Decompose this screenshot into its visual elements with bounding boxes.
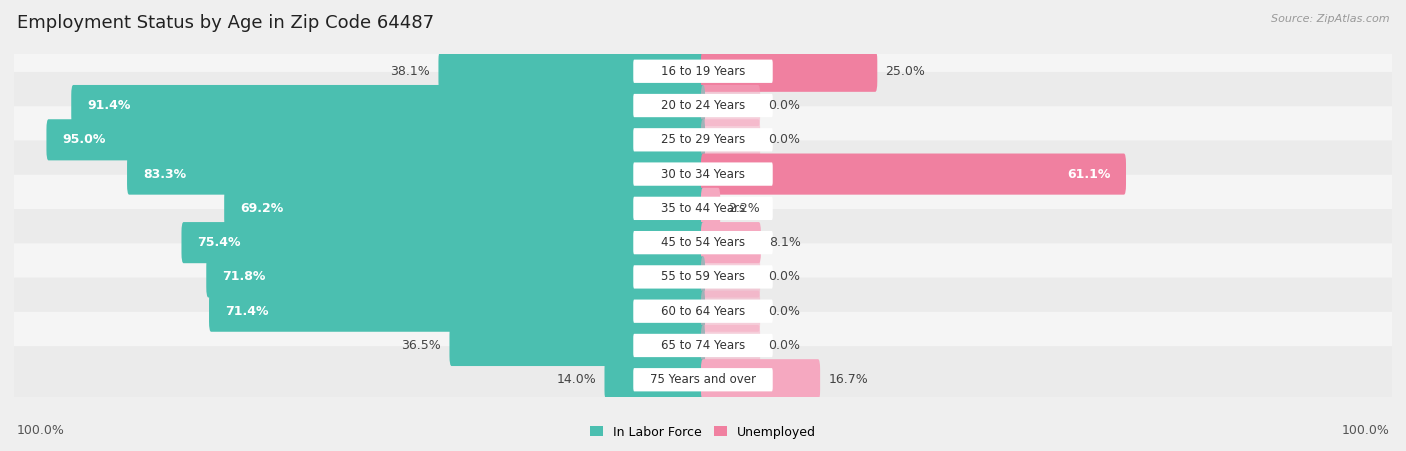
Text: 75 Years and over: 75 Years and over xyxy=(650,373,756,386)
FancyBboxPatch shape xyxy=(633,60,773,83)
Text: 16 to 19 Years: 16 to 19 Years xyxy=(661,65,745,78)
Text: 25 to 29 Years: 25 to 29 Years xyxy=(661,133,745,146)
FancyBboxPatch shape xyxy=(11,141,1395,207)
Text: 69.2%: 69.2% xyxy=(240,202,283,215)
Text: 100.0%: 100.0% xyxy=(1341,424,1389,437)
Text: 14.0%: 14.0% xyxy=(557,373,596,386)
Text: 16.7%: 16.7% xyxy=(828,373,868,386)
FancyBboxPatch shape xyxy=(605,359,704,400)
FancyBboxPatch shape xyxy=(633,299,773,323)
Text: 61.1%: 61.1% xyxy=(1067,168,1111,180)
Text: 36.5%: 36.5% xyxy=(402,339,441,352)
Text: 2.2%: 2.2% xyxy=(728,202,761,215)
Text: 20 to 24 Years: 20 to 24 Years xyxy=(661,99,745,112)
FancyBboxPatch shape xyxy=(11,346,1395,413)
Text: 0.0%: 0.0% xyxy=(769,305,800,318)
Text: 65 to 74 Years: 65 to 74 Years xyxy=(661,339,745,352)
FancyBboxPatch shape xyxy=(11,209,1395,276)
FancyBboxPatch shape xyxy=(702,85,761,126)
Text: 71.4%: 71.4% xyxy=(225,305,269,318)
FancyBboxPatch shape xyxy=(702,188,720,229)
FancyBboxPatch shape xyxy=(224,188,704,229)
FancyBboxPatch shape xyxy=(11,38,1395,105)
Text: 60 to 64 Years: 60 to 64 Years xyxy=(661,305,745,318)
FancyBboxPatch shape xyxy=(127,153,704,195)
FancyBboxPatch shape xyxy=(11,312,1395,379)
FancyBboxPatch shape xyxy=(181,222,704,263)
FancyBboxPatch shape xyxy=(207,256,704,298)
FancyBboxPatch shape xyxy=(11,244,1395,310)
FancyBboxPatch shape xyxy=(702,153,1126,195)
FancyBboxPatch shape xyxy=(633,94,773,117)
Text: Source: ZipAtlas.com: Source: ZipAtlas.com xyxy=(1271,14,1389,23)
FancyBboxPatch shape xyxy=(633,231,773,254)
FancyBboxPatch shape xyxy=(702,119,761,161)
FancyBboxPatch shape xyxy=(633,334,773,357)
Text: 30 to 34 Years: 30 to 34 Years xyxy=(661,168,745,180)
Text: 25.0%: 25.0% xyxy=(886,65,925,78)
FancyBboxPatch shape xyxy=(633,265,773,289)
FancyBboxPatch shape xyxy=(702,359,820,400)
FancyBboxPatch shape xyxy=(633,368,773,391)
Text: 55 to 59 Years: 55 to 59 Years xyxy=(661,271,745,283)
Text: 0.0%: 0.0% xyxy=(769,99,800,112)
Text: 38.1%: 38.1% xyxy=(391,65,430,78)
Text: 91.4%: 91.4% xyxy=(87,99,131,112)
Text: 35 to 44 Years: 35 to 44 Years xyxy=(661,202,745,215)
Text: 83.3%: 83.3% xyxy=(143,168,186,180)
FancyBboxPatch shape xyxy=(702,51,877,92)
FancyBboxPatch shape xyxy=(702,256,761,298)
Text: 0.0%: 0.0% xyxy=(769,339,800,352)
FancyBboxPatch shape xyxy=(72,85,704,126)
FancyBboxPatch shape xyxy=(702,325,761,366)
Text: 100.0%: 100.0% xyxy=(17,424,65,437)
FancyBboxPatch shape xyxy=(11,175,1395,242)
Legend: In Labor Force, Unemployed: In Labor Force, Unemployed xyxy=(591,426,815,439)
FancyBboxPatch shape xyxy=(11,72,1395,139)
Text: 0.0%: 0.0% xyxy=(769,133,800,146)
Text: 71.8%: 71.8% xyxy=(222,271,266,283)
FancyBboxPatch shape xyxy=(11,106,1395,173)
Text: 95.0%: 95.0% xyxy=(62,133,105,146)
FancyBboxPatch shape xyxy=(702,290,761,332)
Text: 75.4%: 75.4% xyxy=(197,236,240,249)
Text: 45 to 54 Years: 45 to 54 Years xyxy=(661,236,745,249)
FancyBboxPatch shape xyxy=(439,51,704,92)
Text: 8.1%: 8.1% xyxy=(769,236,801,249)
Text: 0.0%: 0.0% xyxy=(769,271,800,283)
FancyBboxPatch shape xyxy=(702,222,761,263)
FancyBboxPatch shape xyxy=(633,197,773,220)
FancyBboxPatch shape xyxy=(209,290,704,332)
FancyBboxPatch shape xyxy=(633,128,773,152)
FancyBboxPatch shape xyxy=(11,278,1395,345)
FancyBboxPatch shape xyxy=(450,325,704,366)
FancyBboxPatch shape xyxy=(633,162,773,186)
Text: Employment Status by Age in Zip Code 64487: Employment Status by Age in Zip Code 644… xyxy=(17,14,434,32)
FancyBboxPatch shape xyxy=(46,119,704,161)
